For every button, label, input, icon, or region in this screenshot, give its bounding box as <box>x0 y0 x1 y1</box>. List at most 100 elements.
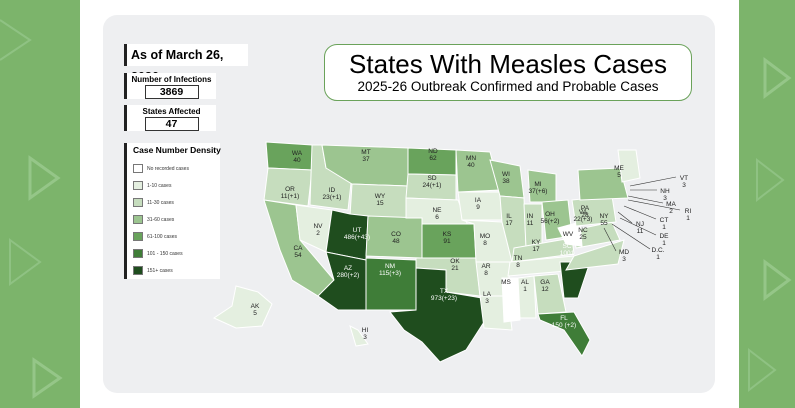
legend-swatch <box>133 215 143 224</box>
legend-item: 101 - 150 cases <box>133 245 220 262</box>
state-wa <box>265 141 313 171</box>
state-ak <box>212 285 273 329</box>
state-label-tx: TX 973(+23) <box>431 288 457 302</box>
legend-label: 151+ cases <box>147 267 173 274</box>
legend-label: 101 - 150 cases <box>147 250 183 257</box>
states-affected-box: States Affected 47 <box>124 105 216 131</box>
callout-nj: NJ 11 <box>636 221 644 235</box>
state-label-oh: OH 56(+2) <box>541 211 560 225</box>
legend-label: 31-60 cases <box>147 216 175 223</box>
callout-line <box>623 205 657 220</box>
legend-item: 151+ cases <box>133 262 220 279</box>
state-hi <box>349 325 369 347</box>
state-label-ms: MS <box>501 279 511 286</box>
state-ny <box>577 167 629 201</box>
right-decorative-band <box>739 0 795 408</box>
state-label-ny: NY 55 <box>599 213 609 227</box>
legend-item: No recorded cases <box>133 160 220 177</box>
state-label-mo: MO 8 <box>480 233 490 247</box>
callout-md: MD 3 <box>619 249 629 263</box>
state-label-la: LA 3 <box>483 291 492 305</box>
title-box: States With Measles Cases 2025-26 Outbre… <box>324 44 692 101</box>
state-al <box>517 275 537 319</box>
legend-title: Case Number Density <box>133 145 221 155</box>
state-label-ut: UT 486(+43) <box>344 227 370 241</box>
callout-ct: CT 1 <box>660 217 669 231</box>
state-label-id: ID 23(+1) <box>323 187 342 201</box>
state-ms <box>501 277 521 323</box>
state-nc <box>565 239 625 271</box>
state-label-ar: AR 8 <box>481 263 490 277</box>
state-label-mn: MN 40 <box>466 155 476 169</box>
legend-swatch <box>133 198 143 207</box>
state-label-ca: CA 54 <box>293 245 303 259</box>
callout-line <box>617 211 633 224</box>
state-label-il: IL 17 <box>505 213 513 227</box>
state-label-ne: NE 6 <box>432 207 442 221</box>
state-label-nm: NM 115(+3) <box>379 263 401 277</box>
state-fl <box>537 311 591 357</box>
state-label-wi: WI 38 <box>502 171 510 185</box>
state-label-mi: MI 37(+6) <box>529 181 548 195</box>
state-label-co: CO 48 <box>391 231 401 245</box>
state-label-nc: NC 25 <box>578 227 588 241</box>
state-mi <box>527 169 557 203</box>
callout-line <box>629 176 677 187</box>
state-label-sc: SC 1001 <box>560 243 575 257</box>
callout-line <box>619 217 657 236</box>
state-label-ks: KS 91 <box>443 231 452 245</box>
callout-dc: D.C. 1 <box>652 247 665 261</box>
legend-item: 31-60 cases <box>133 211 220 228</box>
legend-item: 11-30 cases <box>133 194 220 211</box>
state-tx <box>389 267 485 363</box>
page-subtitle: 2025-26 Outbreak Confirmed and Probable … <box>357 79 659 94</box>
legend-label: No recorded cases <box>147 165 189 172</box>
state-me <box>617 149 641 183</box>
state-label-or: OR 11(+1) <box>281 186 300 200</box>
state-label-ky: KY 17 <box>532 239 541 253</box>
callout-line <box>611 223 651 250</box>
state-label-fl: FL 150 (+2) <box>552 315 576 329</box>
state-or <box>263 167 313 207</box>
legend-label: 1-10 cases <box>147 182 172 189</box>
callout-vt: VT 3 <box>680 175 688 189</box>
state-label-ak: AK 5 <box>251 303 260 317</box>
state-label-mt: MT 37 <box>361 149 370 163</box>
state-label-wv: WV <box>563 231 574 238</box>
state-label-pa: PA 28 <box>581 205 590 219</box>
callout-line <box>627 195 664 204</box>
legend-swatch <box>133 249 143 258</box>
legend-item: 61-100 cases <box>133 228 220 245</box>
state-label-ga: GA 12 <box>540 279 550 293</box>
callout-de: DE 1 <box>659 233 669 247</box>
infections-box: Number of Infections 3869 <box>124 73 216 99</box>
state-label-sd: SD 24(+1) <box>423 175 442 189</box>
legend-swatch <box>133 181 143 190</box>
state-ga <box>533 273 567 315</box>
state-label-tn: TN 8 <box>514 255 523 269</box>
left-decorative-band <box>0 0 80 408</box>
state-label-me: ME 5 <box>614 165 624 179</box>
state-label-wa: WA 40 <box>292 150 303 164</box>
legend-swatch <box>133 232 143 241</box>
state-label-al: AL 1 <box>521 279 529 293</box>
callout-line <box>627 199 681 211</box>
state-label-in: IN 11 <box>527 213 534 227</box>
state-label-nv: NV 2 <box>313 223 323 237</box>
triangle-pattern-left <box>0 19 63 399</box>
callout-ma: MA 2 <box>666 201 676 215</box>
legend-item: 1-10 cases <box>133 177 220 194</box>
callout-nh: NH 3 <box>660 188 670 202</box>
infections-value: 3869 <box>144 85 199 99</box>
state-wv <box>557 221 583 247</box>
legend-label: 61-100 cases <box>147 233 178 240</box>
legend-swatch <box>133 266 143 275</box>
state-label-wy: WY 15 <box>375 193 386 207</box>
infections-label: Number of Infections <box>131 75 212 84</box>
legend-label: 11-30 cases <box>147 199 174 206</box>
legend: Case Number Density No recorded cases 1-1… <box>124 143 221 279</box>
state-label-nd: ND 62 <box>428 148 438 162</box>
state-label-ok: OK 21 <box>450 258 460 272</box>
state-label-az: AZ 280(+2) <box>337 265 360 279</box>
